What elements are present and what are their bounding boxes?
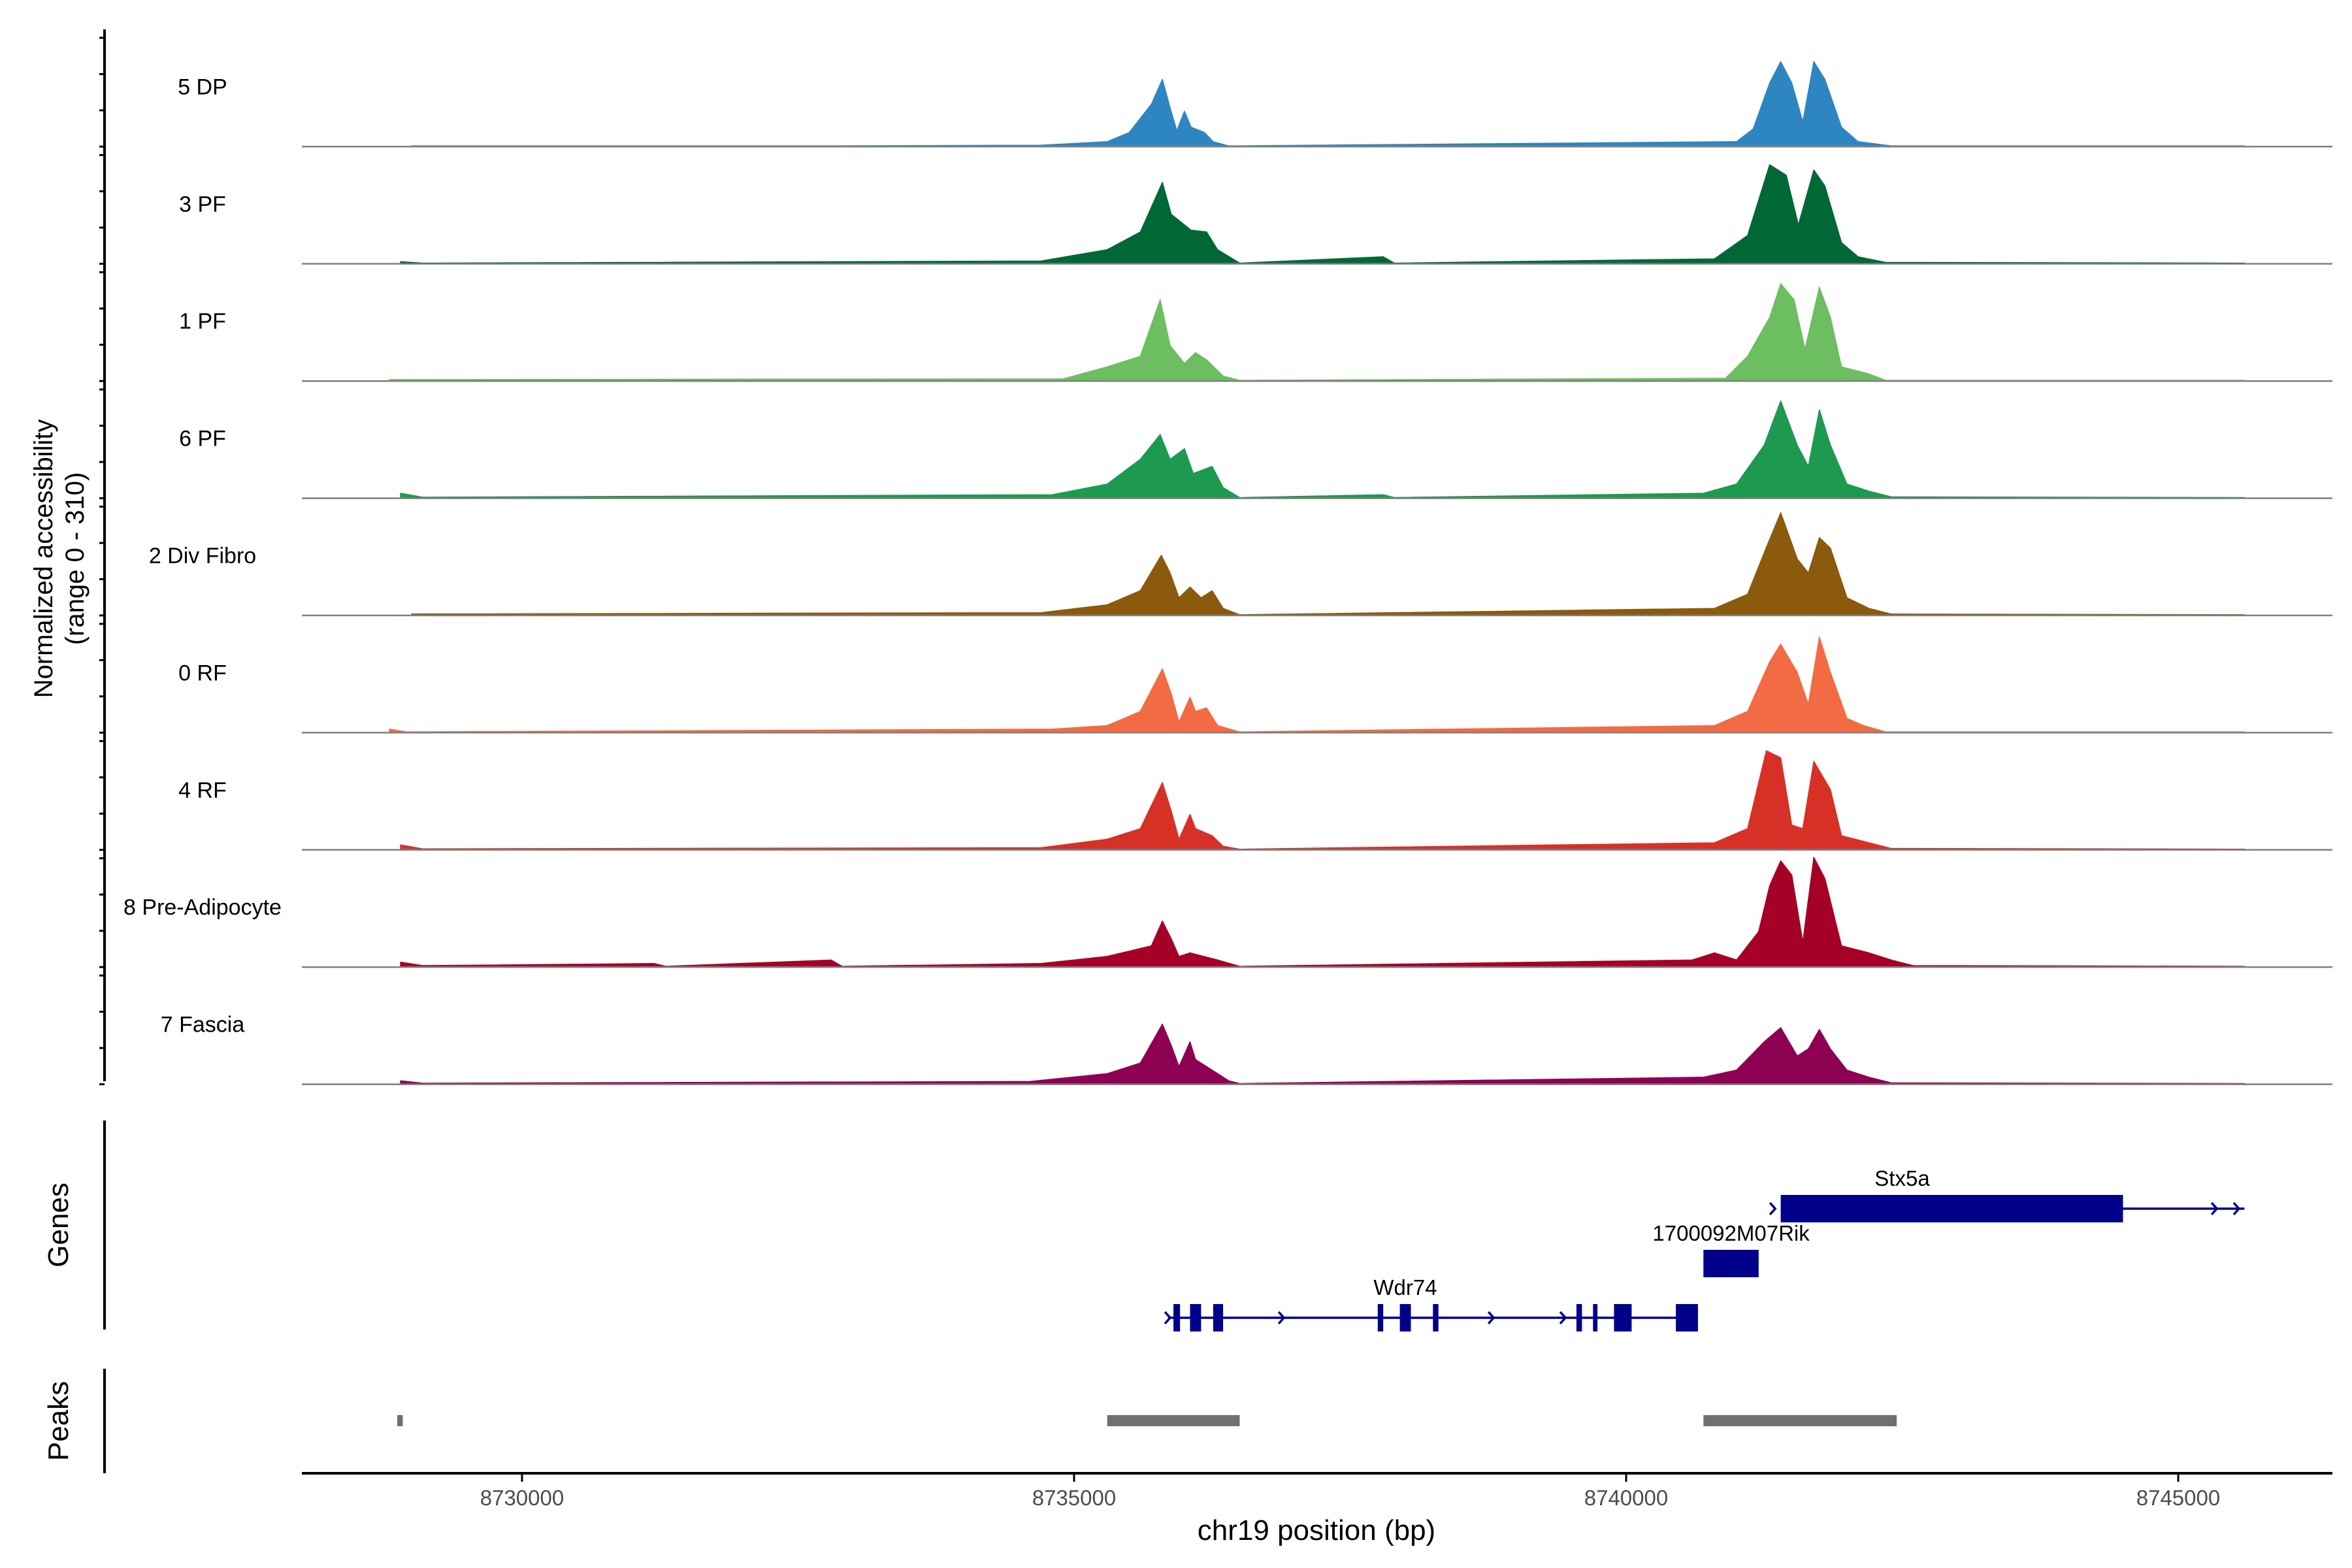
x-tick-label: 8745000 (2136, 1486, 2220, 1510)
coverage-area (400, 164, 2246, 265)
track-7: 8 Pre-Adipocyte (123, 857, 2332, 968)
coverage-area (411, 512, 2246, 616)
strand-arrow (1487, 1311, 1495, 1325)
x-tick-label: 8740000 (1584, 1486, 1668, 1510)
track-label: 3 PF (179, 192, 226, 217)
y-axis-title-line2: (range 0 - 310) (61, 472, 90, 645)
gene-exon (1593, 1304, 1598, 1331)
gene-label: Wdr74 (1373, 1275, 1437, 1299)
x-axis-title: chr19 position (bp) (1198, 1514, 1435, 1546)
track-label: 4 RF (178, 778, 227, 803)
gene-exon (1703, 1250, 1759, 1277)
gene-exon (1780, 1195, 2123, 1222)
track-4: 2 Div Fibro (149, 512, 2332, 617)
track-label: 1 PF (179, 309, 226, 334)
track-6: 4 RF (178, 750, 2332, 851)
coverage-area (389, 283, 2246, 382)
track-label: 2 Div Fibro (149, 544, 256, 568)
gene-annotations: Stx5a 1700092M07Rik Wdr74 (1164, 1166, 2245, 1331)
gene-exon (1173, 1304, 1181, 1331)
coverage-y-ticks (99, 37, 105, 1086)
gene-label: Stx5a (1874, 1166, 1930, 1190)
peak-bar (1107, 1415, 1240, 1426)
track-2: 1 PF (179, 283, 2332, 382)
strand-arrow (2210, 1201, 2219, 1216)
gene-exon (1676, 1304, 1698, 1331)
coverage-area (400, 750, 2246, 851)
peaks-panel-title: Peaks (42, 1381, 74, 1461)
gene-1: 1700092M07Rik (1652, 1221, 1810, 1277)
x-tick-label: 8730000 (480, 1486, 564, 1510)
x-axis-ticks: 8730000 8735000 8740000 8745000 (480, 1473, 2220, 1510)
coverage-area (400, 1023, 2246, 1085)
coverage-tracks: 5 DP 3 PF 1 PF 6 PF 2 Div Fibro 0 RF 4 RF 8 Pre… (123, 61, 2332, 1085)
gene-exon (1614, 1304, 1632, 1331)
coverage-area (400, 857, 2246, 968)
gene-exon (1213, 1304, 1224, 1331)
gene-exon (1399, 1304, 1411, 1331)
strand-arrow (1277, 1311, 1286, 1325)
gene-exon (1190, 1304, 1201, 1331)
gene-exon (1377, 1304, 1384, 1331)
track-label: 8 Pre-Adipocyte (123, 895, 282, 920)
peak-bar (1703, 1415, 1897, 1426)
track-8: 7 Fascia (161, 1013, 2332, 1085)
track-5: 0 RF (178, 636, 2332, 734)
track-label: 0 RF (178, 661, 227, 685)
track-1: 3 PF (179, 164, 2332, 265)
track-0: 5 DP (178, 61, 2332, 148)
peak-regions (397, 1415, 1897, 1426)
coverage-y-axis (99, 29, 106, 1086)
coverage-area (389, 636, 2246, 734)
track-3: 6 PF (179, 400, 2332, 499)
gene-exon (1433, 1304, 1439, 1331)
gene-exon (1576, 1304, 1582, 1331)
y-axis-title-line1: Normalized accessibility (29, 419, 58, 698)
strand-arrow (1559, 1311, 1567, 1325)
strand-arrow (2232, 1201, 2241, 1216)
x-tick-label: 8735000 (1032, 1486, 1116, 1510)
strand-arrow (1164, 1311, 1172, 1325)
strand-arrow (1769, 1201, 1777, 1216)
genes-panel-title: Genes (42, 1183, 74, 1267)
peak-bar (397, 1415, 403, 1426)
track-label: 5 DP (178, 74, 227, 99)
gene-label: 1700092M07Rik (1652, 1221, 1810, 1245)
track-label: 6 PF (179, 427, 226, 451)
gene-0: Stx5a (1769, 1166, 2245, 1222)
gene-2: Wdr74 (1164, 1275, 1698, 1331)
track-label: 7 Fascia (161, 1013, 245, 1037)
